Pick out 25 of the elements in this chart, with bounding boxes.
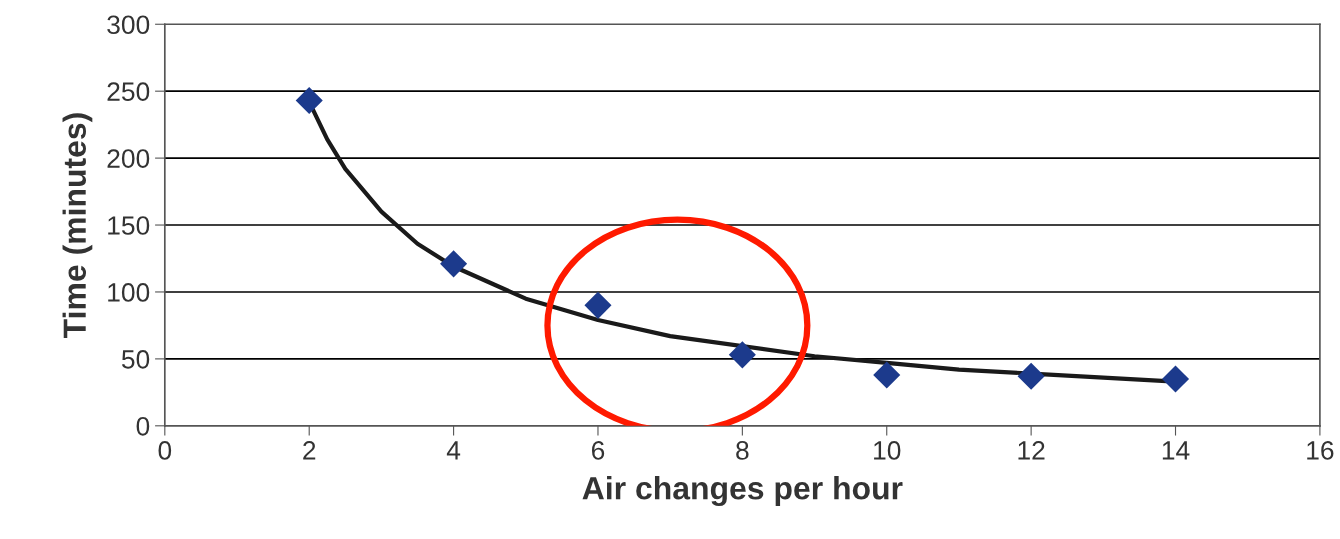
x-tick-label: 10 xyxy=(874,441,901,460)
y-tick-label: 300 xyxy=(107,15,150,35)
x-tick-label: 8 xyxy=(736,441,749,460)
x-tick-label: 0 xyxy=(158,441,172,460)
y-tick-label: 0 xyxy=(136,416,150,436)
y-tick-label: 200 xyxy=(107,149,150,168)
y-tick-label: 150 xyxy=(108,216,150,235)
y-tick-label: 250 xyxy=(107,82,150,101)
y-axis-title: Time (minutes) xyxy=(62,113,93,338)
x-tick-label: 2 xyxy=(303,441,316,460)
y-tick-label: 50 xyxy=(121,350,150,369)
x-tick-label: 4 xyxy=(446,441,461,460)
point xyxy=(440,250,468,278)
x-tick-label: 12 xyxy=(1018,441,1045,460)
point xyxy=(295,87,323,115)
y-tick-label: 100 xyxy=(108,283,150,302)
x-tick-label: 14 xyxy=(1162,441,1190,460)
point xyxy=(873,361,901,389)
x-axis-title: Air changes per hour xyxy=(582,476,903,507)
point xyxy=(1161,365,1190,393)
x-tick-label: 6 xyxy=(591,441,605,460)
point xyxy=(584,291,612,319)
point xyxy=(1017,362,1045,390)
point xyxy=(728,341,756,369)
x-tick-label: 16 xyxy=(1307,441,1334,460)
